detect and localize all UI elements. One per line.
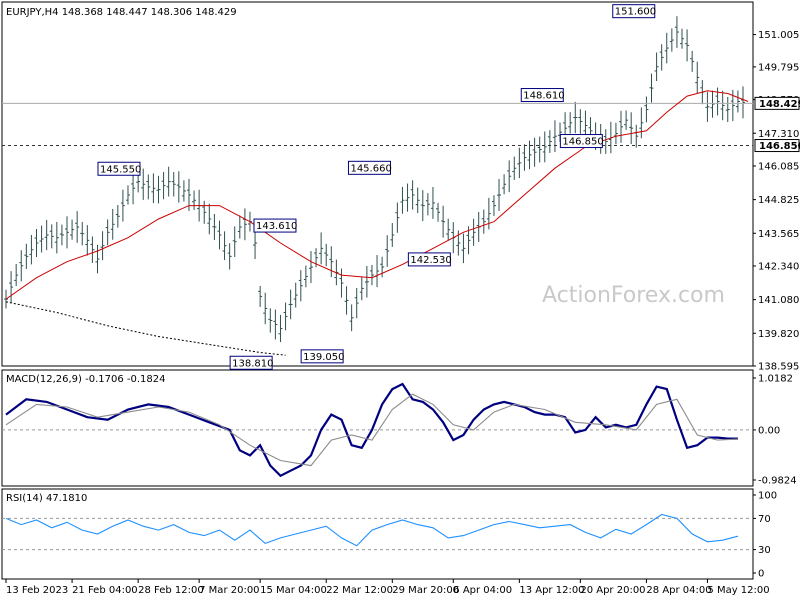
y-tick-label: 141.080 — [758, 295, 799, 306]
series-signal — [5, 393, 738, 467]
annotation-label: 145.660 — [350, 163, 391, 174]
annotation-box — [559, 134, 603, 149]
annotation-label: 148.610 — [523, 91, 564, 102]
annotation-label: 138.810 — [232, 358, 273, 369]
annotation-box — [253, 218, 297, 233]
current-price-box-text: 148.429 — [759, 99, 800, 110]
x-axis: 13 Feb 2023 21 Feb 04:00 28 Feb 12:007 Mar… — [5, 579, 770, 596]
y-tick-label: 0 — [758, 569, 764, 580]
x-tick-label: 5 May 12:00 — [707, 585, 769, 596]
x-tick-label: 28 Apr 04:00 — [646, 585, 711, 596]
x-tick-label: 6 Apr 04:00 — [453, 585, 512, 596]
annotation-label: 145.550 — [100, 164, 141, 175]
y-tick-label: 100 — [758, 491, 777, 502]
y-tick-label: 143.565 — [758, 229, 799, 240]
x-tick-label: 13 Apr 12:00 — [519, 585, 584, 596]
y-tick-label: 144.825 — [758, 195, 799, 206]
x-tick-label: 22 Mar 12:00 — [326, 585, 393, 596]
price-panel-frame — [1, 1, 754, 367]
series-macd — [5, 382, 738, 478]
annotation-box — [520, 88, 564, 103]
macd-panel-frame — [1, 369, 754, 487]
annotation-label: 146.850 — [562, 137, 603, 148]
price-header: EURJPY,H4 148.368 148.447 148.306 148.42… — [6, 7, 237, 18]
y-tick-label: 139.820 — [758, 329, 799, 340]
annotation-label: 142.530 — [410, 255, 451, 266]
annotation-box — [97, 161, 141, 176]
x-tick-label: 21 Feb 04:00 — [72, 585, 138, 596]
y-tick-label: 142.340 — [758, 261, 799, 272]
rsi-layer: 100 70 30 0 — [2, 491, 777, 580]
annotation-box — [229, 355, 273, 370]
x-tick-label: 15 Mar 04:00 — [260, 585, 327, 596]
x-tick-label: 7 Mar 20:00 — [199, 585, 259, 596]
annotation-box — [347, 160, 391, 175]
annotation-box — [612, 4, 656, 19]
y-tick-label: 0.00 — [758, 425, 780, 436]
x-tick-label: 20 Apr 20:00 — [580, 585, 645, 596]
support-price-box-text: 146.850 — [759, 141, 800, 152]
support-price-box — [754, 139, 800, 153]
y-tick-label: 149.795 — [758, 62, 799, 73]
price-layer: 151.005149.795148.570147.310146.085144.8… — [2, 4, 800, 373]
y-tick-label: 138.595 — [758, 362, 799, 373]
y-tick-label: 1.0182 — [758, 374, 793, 385]
annotation-label: 143.610 — [256, 221, 297, 232]
x-tick-label: 28 Feb 12:00 — [138, 585, 204, 596]
series-rsi — [5, 513, 739, 547]
y-tick-label: -0.9824 — [758, 476, 797, 487]
y-tick-label: 147.310 — [758, 129, 799, 140]
annotation-label: 139.050 — [303, 352, 344, 363]
series-moving-average — [5, 90, 749, 300]
annotation-box — [407, 252, 451, 267]
macd-layer: 1.0182 0.00 -0.9824 — [2, 374, 797, 487]
current-price-box — [754, 96, 800, 110]
annotation-box — [300, 349, 344, 364]
y-tick-label: 30 — [758, 545, 771, 556]
y-tick-label: 70 — [758, 514, 771, 525]
annotation-label: 151.600 — [615, 7, 656, 18]
x-tick-label: 13 Feb 2023 — [6, 585, 68, 596]
macd-header: MACD(12,26,9) -0.1706 -0.1824 — [6, 374, 166, 385]
series-long-average — [5, 301, 286, 356]
watermark: ActionForex.com — [542, 283, 725, 308]
rsi-header: RSI(14) 47.1810 — [6, 493, 87, 504]
y-tick-label: 151.005 — [758, 30, 799, 41]
x-tick-label: 29 Mar 20:00 — [392, 585, 459, 596]
rsi-panel-frame — [1, 488, 754, 580]
y-tick-label: 146.085 — [758, 161, 799, 172]
